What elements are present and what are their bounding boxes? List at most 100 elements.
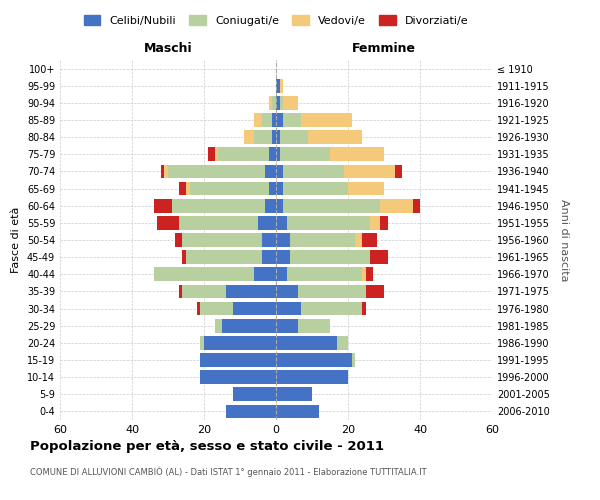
Bar xyxy=(200,353,276,367)
Bar xyxy=(233,302,276,316)
Bar xyxy=(337,336,348,349)
Legend: Celibi/Nubili, Coniugati/e, Vedovi/e, Divorziati/e: Celibi/Nubili, Coniugati/e, Vedovi/e, Di… xyxy=(79,10,473,30)
Bar xyxy=(269,182,276,196)
Bar xyxy=(276,404,319,418)
Bar xyxy=(161,164,164,178)
Bar xyxy=(395,164,402,178)
Bar xyxy=(244,130,254,144)
Bar xyxy=(276,388,312,401)
Bar xyxy=(362,268,366,281)
Bar xyxy=(218,148,269,161)
Bar xyxy=(290,233,355,247)
Bar xyxy=(226,404,276,418)
Bar xyxy=(283,96,298,110)
Bar xyxy=(197,302,200,316)
Bar xyxy=(179,284,182,298)
Bar xyxy=(265,164,276,178)
Bar xyxy=(254,268,276,281)
Y-axis label: Fasce di età: Fasce di età xyxy=(11,207,21,273)
Bar xyxy=(348,182,384,196)
Bar xyxy=(276,319,298,332)
Bar xyxy=(287,268,362,281)
Bar xyxy=(157,216,179,230)
Bar xyxy=(262,250,276,264)
Bar xyxy=(280,148,330,161)
Bar xyxy=(276,233,290,247)
Bar xyxy=(287,216,370,230)
Bar xyxy=(276,336,337,349)
Bar xyxy=(276,164,283,178)
Bar xyxy=(276,96,280,110)
Bar xyxy=(308,130,362,144)
Bar xyxy=(182,233,262,247)
Text: Popolazione per età, sesso e stato civile - 2011: Popolazione per età, sesso e stato civil… xyxy=(30,440,384,453)
Bar xyxy=(276,182,283,196)
Y-axis label: Anni di nascita: Anni di nascita xyxy=(559,198,569,281)
Bar xyxy=(283,199,380,212)
Bar xyxy=(179,182,186,196)
Bar xyxy=(276,353,352,367)
Bar xyxy=(204,336,276,349)
Bar xyxy=(280,130,308,144)
Bar xyxy=(380,199,413,212)
Bar xyxy=(362,302,366,316)
Bar xyxy=(298,319,330,332)
Bar xyxy=(280,96,283,110)
Bar xyxy=(276,216,287,230)
Bar xyxy=(276,199,283,212)
Bar xyxy=(179,216,258,230)
Bar xyxy=(298,284,366,298)
Text: Femmine: Femmine xyxy=(352,42,416,55)
Bar xyxy=(172,199,265,212)
Bar xyxy=(276,130,280,144)
Bar xyxy=(254,130,272,144)
Bar xyxy=(276,370,348,384)
Bar xyxy=(186,182,190,196)
Bar xyxy=(226,284,276,298)
Bar xyxy=(190,182,269,196)
Bar xyxy=(413,199,420,212)
Bar xyxy=(182,284,226,298)
Bar xyxy=(262,233,276,247)
Bar xyxy=(215,148,218,161)
Bar xyxy=(380,216,388,230)
Text: Maschi: Maschi xyxy=(143,42,193,55)
Bar xyxy=(269,148,276,161)
Bar xyxy=(276,79,280,92)
Bar xyxy=(301,113,352,127)
Bar xyxy=(276,148,280,161)
Bar xyxy=(186,250,262,264)
Bar xyxy=(362,233,377,247)
Bar xyxy=(276,302,301,316)
Bar xyxy=(215,319,222,332)
Bar xyxy=(200,336,204,349)
Bar xyxy=(366,268,373,281)
Bar xyxy=(280,79,283,92)
Bar xyxy=(276,268,287,281)
Bar xyxy=(200,302,233,316)
Bar xyxy=(344,164,395,178)
Bar xyxy=(283,164,344,178)
Bar xyxy=(272,113,276,127)
Text: COMUNE DI ALLUVIONI CAMBIÒ (AL) - Dati ISTAT 1° gennaio 2011 - Elaborazione TUTT: COMUNE DI ALLUVIONI CAMBIÒ (AL) - Dati I… xyxy=(30,466,427,477)
Bar xyxy=(208,148,215,161)
Bar xyxy=(175,233,182,247)
Bar xyxy=(154,268,254,281)
Bar xyxy=(366,284,384,298)
Bar xyxy=(272,96,276,110)
Bar xyxy=(269,96,272,110)
Bar xyxy=(164,164,168,178)
Bar xyxy=(265,199,276,212)
Bar xyxy=(276,284,298,298)
Bar xyxy=(200,370,276,384)
Bar xyxy=(290,250,370,264)
Bar xyxy=(370,250,388,264)
Bar xyxy=(258,216,276,230)
Bar xyxy=(283,113,301,127)
Bar xyxy=(182,250,186,264)
Bar xyxy=(262,113,272,127)
Bar xyxy=(370,216,380,230)
Bar xyxy=(168,164,265,178)
Bar xyxy=(355,233,362,247)
Bar xyxy=(233,388,276,401)
